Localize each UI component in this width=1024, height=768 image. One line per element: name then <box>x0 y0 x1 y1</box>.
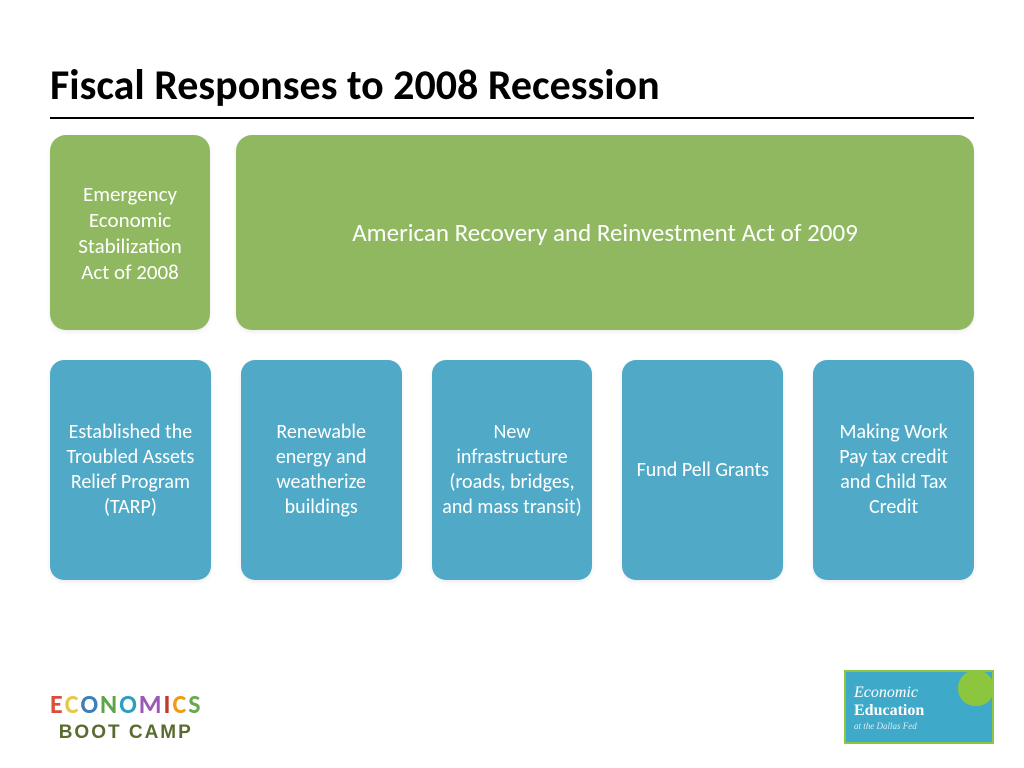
economics-wordmark: ECONOMICS <box>50 688 202 720</box>
logo-letter: O <box>80 688 99 720</box>
box-eesa-2008: Emergency Economic Stabilization Act of … <box>50 135 210 330</box>
top-row: Emergency Economic Stabilization Act of … <box>50 135 974 330</box>
logo-line-education: Education <box>854 702 984 720</box>
box-infrastructure: New infrastructure (roads, bridges, and … <box>432 360 593 580</box>
economic-education-logo: Economic Education at the Dallas Fed <box>844 670 994 744</box>
bottom-row: Established the Troubled Assets Relief P… <box>50 360 974 580</box>
logo-letter: I <box>164 688 172 720</box>
box-tax-credits: Making Work Pay tax credit and Child Tax… <box>813 360 974 580</box>
logo-letter: S <box>188 688 201 720</box>
logo-letter: C <box>65 688 80 720</box>
logo-letter: N <box>100 688 118 720</box>
box-pell-grants: Fund Pell Grants <box>622 360 783 580</box>
logo-letter: M <box>139 688 163 720</box>
apple-icon <box>958 670 994 706</box>
logo-letter: C <box>172 688 187 720</box>
box-arra-2009: American Recovery and Reinvestment Act o… <box>236 135 974 330</box>
logo-line-dallasfed: at the Dallas Fed <box>854 721 984 731</box>
page-title: Fiscal Responses to 2008 Recession <box>50 60 974 119</box>
economics-bootcamp-logo: ECONOMICS BOOT CAMP <box>50 688 202 744</box>
box-tarp: Established the Troubled Assets Relief P… <box>50 360 211 580</box>
box-renewable: Renewable energy and weatherize building… <box>241 360 402 580</box>
bootcamp-subtitle: BOOT CAMP <box>59 722 193 744</box>
footer: ECONOMICS BOOT CAMP Economic Education a… <box>50 670 994 744</box>
logo-letter: E <box>50 688 64 720</box>
logo-letter: O <box>119 688 138 720</box>
